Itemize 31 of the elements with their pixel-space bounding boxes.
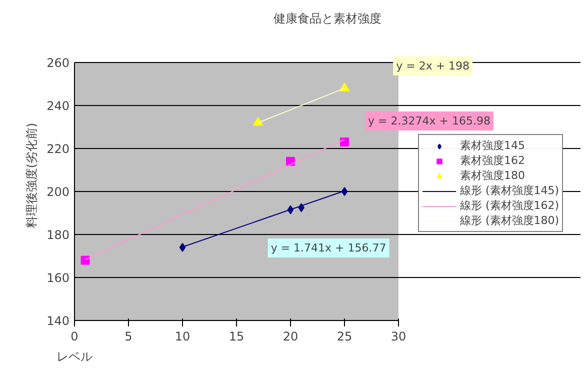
point xyxy=(340,138,349,147)
y-tick-label: 260 xyxy=(46,56,70,70)
chart-title: 健康食品と素材強度 xyxy=(274,12,382,26)
annotation: y = 2x + 198 xyxy=(396,59,470,72)
legend-label: 線形 (素材強度162) xyxy=(460,198,560,213)
legend-label: 線形 (素材強度180) xyxy=(460,213,560,228)
y-tick-label: 240 xyxy=(46,99,70,113)
point xyxy=(341,187,348,196)
x-tick-label: 15 xyxy=(228,330,244,344)
legend-label: 素材強度162 xyxy=(460,153,525,168)
annotation: y = 1.741x + 156.77 xyxy=(270,242,386,255)
legend-label: 線形 (素材強度145) xyxy=(460,183,560,198)
y-tick-label: 160 xyxy=(46,271,70,285)
x-tick-label: 5 xyxy=(124,330,132,344)
y-tick-label: 180 xyxy=(46,228,70,242)
y-tick-label: 140 xyxy=(46,314,70,328)
point xyxy=(80,256,90,265)
y-tick-label: 200 xyxy=(46,185,70,199)
annotation: y = 2.3274x + 165.98 xyxy=(368,114,490,128)
x-tick-label: 0 xyxy=(70,330,78,344)
x-tick-label: 30 xyxy=(390,330,406,344)
point xyxy=(179,242,186,252)
x-tick-label: 25 xyxy=(336,330,352,344)
legend-label: 素材強度180 xyxy=(460,168,525,183)
y-axis-title: 料理後強度(劣化前) xyxy=(24,122,39,228)
x-axis-title: レベル xyxy=(56,350,92,364)
y-tick-label: 220 xyxy=(46,142,70,156)
point xyxy=(253,117,264,126)
x-tick-label: 20 xyxy=(282,330,298,344)
x-tick-label: 10 xyxy=(174,330,190,344)
legend-label: 素材強度145 xyxy=(460,138,525,153)
